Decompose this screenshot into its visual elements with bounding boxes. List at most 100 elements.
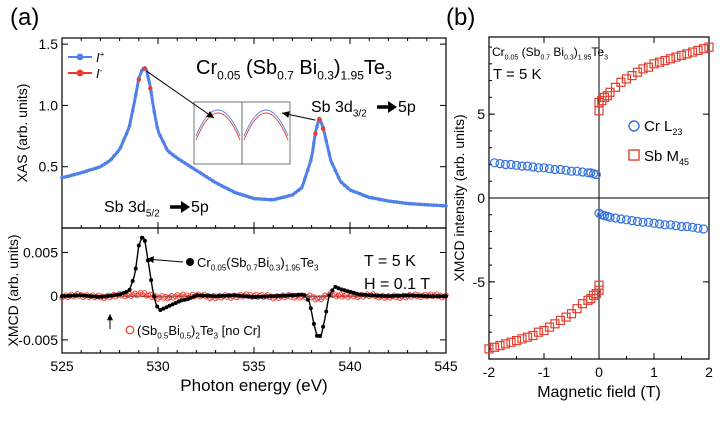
hysteresis-point-cr-l23 bbox=[566, 166, 577, 176]
hysteresis-point-sb-m45 bbox=[698, 44, 709, 54]
xas-point-i-plus bbox=[232, 190, 236, 194]
xas-legend: I+I- bbox=[68, 50, 105, 81]
xmcd-point-cr bbox=[241, 294, 246, 299]
xas-point-i-plus bbox=[244, 194, 249, 198]
xas-point-i-plus bbox=[438, 203, 442, 208]
xmcd-point-cr bbox=[419, 293, 424, 298]
xmcd-point-cr bbox=[434, 294, 439, 299]
hysteresis-point-sb-m45 bbox=[566, 309, 577, 319]
annotation-arrow-3d52-head bbox=[181, 201, 190, 213]
xas-point-i-minus bbox=[313, 131, 318, 136]
xmcd-label-cr-arrow-head bbox=[146, 256, 154, 264]
xas-point-i-plus bbox=[180, 159, 184, 163]
panel-b: (b) -2 -1 0 1 2 -5 0 5 Magnetic field (T) XMCD int… bbox=[446, 4, 714, 401]
xas-point-i-plus bbox=[158, 134, 163, 138]
legend-label-sb-m45: Sb M45 bbox=[644, 148, 689, 167]
xas-point-i-plus bbox=[272, 197, 276, 202]
hysteresis-point-cr-l23 bbox=[522, 161, 533, 171]
xmcd-point-cr bbox=[87, 294, 92, 299]
xmcd-point-cr bbox=[256, 294, 261, 299]
x-tick-label-b: -1 bbox=[538, 364, 551, 380]
xas-point-i-plus bbox=[281, 195, 286, 200]
hysteresis-point-cr-l23 bbox=[638, 217, 648, 227]
xas-inset bbox=[193, 101, 291, 165]
xmcd-point-cr bbox=[84, 293, 89, 298]
xas-title-part: 0.3 bbox=[317, 69, 334, 83]
hysteresis-point-sb-m45 bbox=[572, 304, 582, 314]
xmcd-point-cr bbox=[382, 294, 387, 298]
hysteresis-point-cr-l23 bbox=[528, 162, 538, 172]
xmcd-point-cr bbox=[192, 294, 197, 299]
annotation-sb-3d32-part: 3/2 bbox=[353, 108, 367, 119]
xas-point-i-plus bbox=[312, 140, 316, 145]
hysteresis-point-sb-m45 bbox=[621, 74, 632, 84]
xas-point-i-plus bbox=[121, 138, 126, 143]
xas-point-i-plus bbox=[81, 170, 86, 174]
panel-a: (a)525 530 535 540 5450.51.01.5-0.00500.005X… bbox=[5, 4, 458, 395]
xmcd-point-cr bbox=[186, 297, 190, 301]
hysteresis-title-part: Cr bbox=[492, 45, 505, 59]
legend-swatch-marker bbox=[76, 69, 84, 77]
legend-label: I- bbox=[96, 66, 103, 81]
x-tick-label-b: -2 bbox=[483, 364, 496, 380]
xmcd-point-cr bbox=[213, 294, 218, 299]
xas-title-part: ) bbox=[334, 57, 341, 79]
xas-title-part: Cr bbox=[196, 57, 217, 79]
xmcd-label-cr-part: Te bbox=[300, 255, 314, 270]
xmcd-point-cr bbox=[413, 293, 418, 298]
xmcd-label-cr: Cr0.05(Sb0.7Bi0.3)1.95Te3 bbox=[197, 255, 319, 273]
xas-point-i-plus bbox=[253, 196, 258, 201]
hysteresis-point-cr-l23 bbox=[610, 213, 621, 223]
xmcd-point-cr bbox=[342, 288, 347, 293]
xas-point-i-plus bbox=[444, 204, 448, 208]
y-tick-label-xas: 0.5 bbox=[39, 159, 59, 175]
xmcd-label-cr-part: 0.3 bbox=[269, 264, 281, 273]
hysteresis-point-sb-m45 bbox=[610, 82, 621, 92]
xmcd-point-cr bbox=[133, 266, 138, 271]
hysteresis-point-cr-l23 bbox=[693, 223, 703, 233]
xas-point-i-plus bbox=[60, 175, 64, 180]
xmcd-point-cr bbox=[155, 304, 160, 309]
xmcd-label-no-cr: (Sb0.5Bi0.5)2Te3 [no Cr] bbox=[137, 323, 261, 341]
xmcd-point-cr bbox=[244, 294, 249, 299]
xas-point-i-plus bbox=[247, 195, 252, 199]
hysteresis-point-sb-m45 bbox=[555, 315, 566, 325]
xas-point-i-plus bbox=[410, 202, 415, 206]
xmcd-point-cr bbox=[422, 294, 427, 299]
x-tick-label-b: 0 bbox=[595, 364, 603, 380]
xmcd-point-cr bbox=[388, 294, 393, 299]
hysteresis-point-cr-l23 bbox=[511, 160, 522, 170]
hysteresis-point-sb-m45 bbox=[676, 50, 687, 61]
xas-point-i-plus bbox=[94, 166, 98, 170]
xas-point-i-plus bbox=[256, 197, 261, 201]
xmcd-label-cr-part: 0.7 bbox=[247, 264, 259, 273]
xmcd-point-cr bbox=[385, 294, 390, 299]
hysteresis-title-part: ) bbox=[574, 45, 578, 59]
hysteresis-point-cr-l23 bbox=[572, 166, 582, 176]
xmcd-point-cr bbox=[247, 294, 252, 299]
xmcd-label-cr-part: 3 bbox=[314, 264, 319, 273]
xmcd-point-cr bbox=[431, 294, 436, 299]
xas-point-i-plus bbox=[306, 168, 310, 172]
xmcd-point-cr bbox=[272, 294, 276, 299]
xmcd-point-cr bbox=[121, 291, 126, 295]
legend-label-part: I bbox=[96, 66, 100, 81]
hysteresis-point-sb-m45 bbox=[649, 59, 659, 69]
legend-label-cr-l23-part: Cr L bbox=[644, 118, 672, 135]
xas-point-i-plus bbox=[284, 194, 289, 199]
xas-point-i-plus bbox=[223, 185, 227, 190]
hysteresis-point-cr-l23 bbox=[495, 159, 505, 169]
hysteresis-point-sb-m45 bbox=[544, 322, 555, 332]
legend-label-sb-m45-part: 45 bbox=[679, 157, 689, 167]
xmcd-point-cr bbox=[275, 294, 279, 298]
xmcd-label-cr-part: 0.05 bbox=[211, 264, 227, 273]
xmcd-point-cr bbox=[311, 321, 316, 326]
xmcd-point-cr bbox=[302, 293, 307, 298]
xas-point-i-plus bbox=[229, 188, 233, 193]
xmcd-point-cr bbox=[290, 293, 295, 298]
xmcd-label-no-cr-part: 0.5 bbox=[180, 332, 192, 341]
xas-point-i-plus bbox=[115, 150, 120, 154]
xas-point-i-minus bbox=[317, 116, 322, 122]
xas-point-i-plus bbox=[219, 184, 224, 188]
hysteresis-point-sb-m45 bbox=[500, 339, 511, 349]
